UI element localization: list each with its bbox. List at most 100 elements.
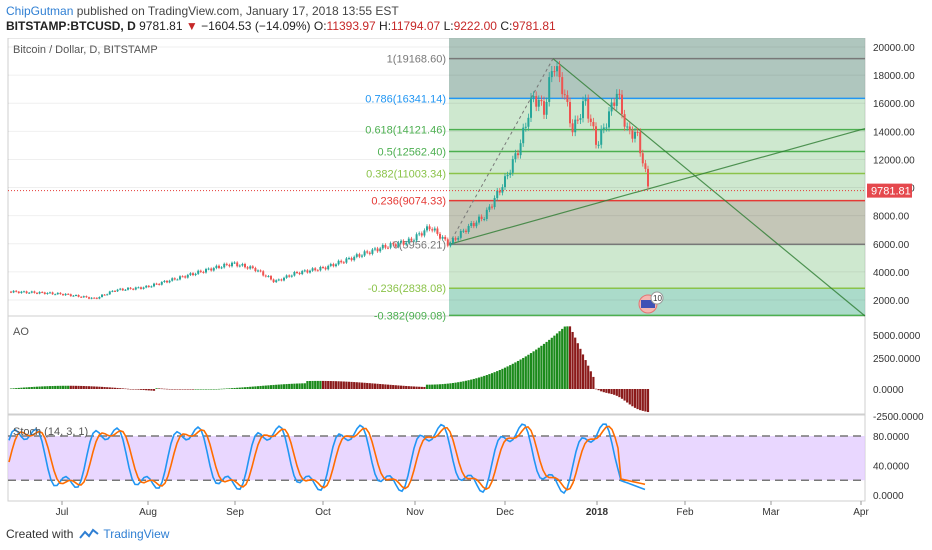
candle-body	[75, 294, 77, 296]
candle-body	[275, 280, 278, 283]
tradingview-link[interactable]: TradingView	[79, 527, 169, 541]
author-link[interactable]: ChipGutman	[6, 4, 74, 18]
candle-body	[628, 126, 631, 131]
ao-bar	[298, 383, 301, 389]
candle-body	[207, 268, 210, 270]
ao-bar	[615, 389, 618, 396]
candle-body	[257, 270, 259, 272]
candle-body	[444, 236, 447, 240]
time-axis[interactable]: Jul Aug Sep Oct Nov Dec 2018 Feb Mar Apr	[56, 501, 870, 518]
candle-body	[25, 291, 28, 294]
ao-bar	[646, 389, 650, 413]
price-legend: Bitcoin / Dollar, D, BITSTAMP	[13, 44, 158, 56]
candle-body	[418, 233, 421, 235]
ao-tick-label: 0.0000	[873, 385, 904, 396]
candle-body	[121, 288, 124, 291]
chart-svg[interactable]: 1(19168.60) 0.786(16341.14) 0.618(14121.46…	[5, 37, 932, 518]
candle-body	[467, 225, 470, 232]
ao-bar	[342, 381, 345, 389]
ao-bar	[477, 377, 481, 389]
ao-bar	[581, 354, 585, 389]
candle-body	[28, 292, 31, 294]
trend-lines[interactable]	[448, 58, 866, 317]
event-badge[interactable]: 10	[638, 291, 664, 314]
candle-body	[262, 271, 265, 276]
candle-body	[579, 118, 582, 120]
candle-body	[478, 216, 480, 223]
ao-bar	[379, 383, 382, 389]
ao-bar	[415, 386, 418, 389]
ao-bar	[77, 385, 80, 389]
candle-body	[436, 228, 439, 234]
candle-body	[470, 223, 473, 226]
stoch-axis[interactable]: 80.0000 40.0000 0.0000	[873, 432, 910, 502]
candle-body	[233, 262, 236, 264]
ao-bar	[67, 385, 70, 389]
ao-bar	[155, 388, 158, 389]
ao-axis[interactable]: 5000.0000 2500.0000 0.0000 -2500.0000	[873, 331, 924, 423]
candle-body	[608, 111, 610, 128]
ao-bar	[308, 380, 312, 389]
candle-body	[197, 270, 200, 274]
candle-body	[363, 251, 366, 256]
candle-body	[368, 252, 371, 254]
candle-body	[194, 273, 197, 276]
candle-body	[192, 273, 194, 276]
ao-bar	[394, 385, 397, 389]
price-axis[interactable]: 20000.00 18000.00 16000.00 14000.00 12000.00…	[873, 43, 915, 307]
ao-bar	[163, 388, 166, 390]
price-tick-label: 20000.00	[873, 43, 915, 54]
fib-levels[interactable]: 1(19168.60) 0.786(16341.14) 0.618(14121.46…	[365, 54, 865, 323]
ao-bar	[314, 380, 317, 389]
ao-bar	[589, 371, 592, 389]
candle-body	[119, 288, 122, 290]
candle-body	[181, 276, 184, 278]
candle-body	[62, 294, 64, 296]
candle-body	[199, 270, 202, 272]
candle-body	[459, 231, 462, 238]
ao-bar	[277, 384, 280, 389]
ao-bar	[602, 389, 605, 393]
ao-bar	[17, 387, 20, 389]
ao-bar	[285, 384, 288, 389]
candle-body	[241, 264, 244, 266]
candle-body	[179, 276, 181, 280]
ao-bar	[243, 387, 247, 389]
ao-bar	[129, 388, 132, 390]
candle-body	[228, 264, 231, 267]
candle-body	[491, 206, 493, 208]
candle-body	[493, 198, 496, 208]
candle-body	[150, 286, 153, 288]
ao-bar	[613, 389, 616, 395]
candle-body	[384, 244, 387, 248]
ao-bar	[132, 389, 135, 390]
chart-area[interactable]: 1(19168.60) 0.786(16341.14) 0.618(14121.46…	[5, 37, 932, 518]
ao-bar	[306, 381, 309, 389]
candle-body	[41, 291, 44, 293]
candle-body	[17, 291, 20, 294]
ao-bar	[137, 389, 140, 390]
time-tick-label: Jul	[56, 507, 69, 518]
fib-retracement-zone[interactable]	[449, 38, 865, 316]
ao-bar	[93, 386, 96, 389]
candle-body	[108, 291, 111, 295]
candle-body	[168, 280, 171, 283]
candle-body	[85, 296, 88, 298]
ao-bar	[631, 389, 634, 407]
fib-level-label: 0.5(12562.40)	[378, 147, 447, 159]
time-tick-label: Nov	[406, 507, 424, 518]
ao-bar	[168, 388, 171, 390]
fib-level-label: -0.382(909.08)	[374, 310, 446, 322]
candle-body	[410, 238, 413, 241]
ao-bar	[475, 378, 478, 389]
ao-bar	[399, 385, 403, 389]
ao-bar	[594, 388, 598, 390]
candle-body	[361, 255, 363, 257]
ao-bar	[509, 365, 512, 389]
ao-bar	[264, 385, 267, 389]
ao-bar	[275, 384, 278, 389]
ao-bar	[15, 388, 18, 389]
ao-bar	[251, 386, 254, 389]
ao-pane[interactable]	[7, 315, 866, 415]
candle-body	[582, 101, 584, 119]
